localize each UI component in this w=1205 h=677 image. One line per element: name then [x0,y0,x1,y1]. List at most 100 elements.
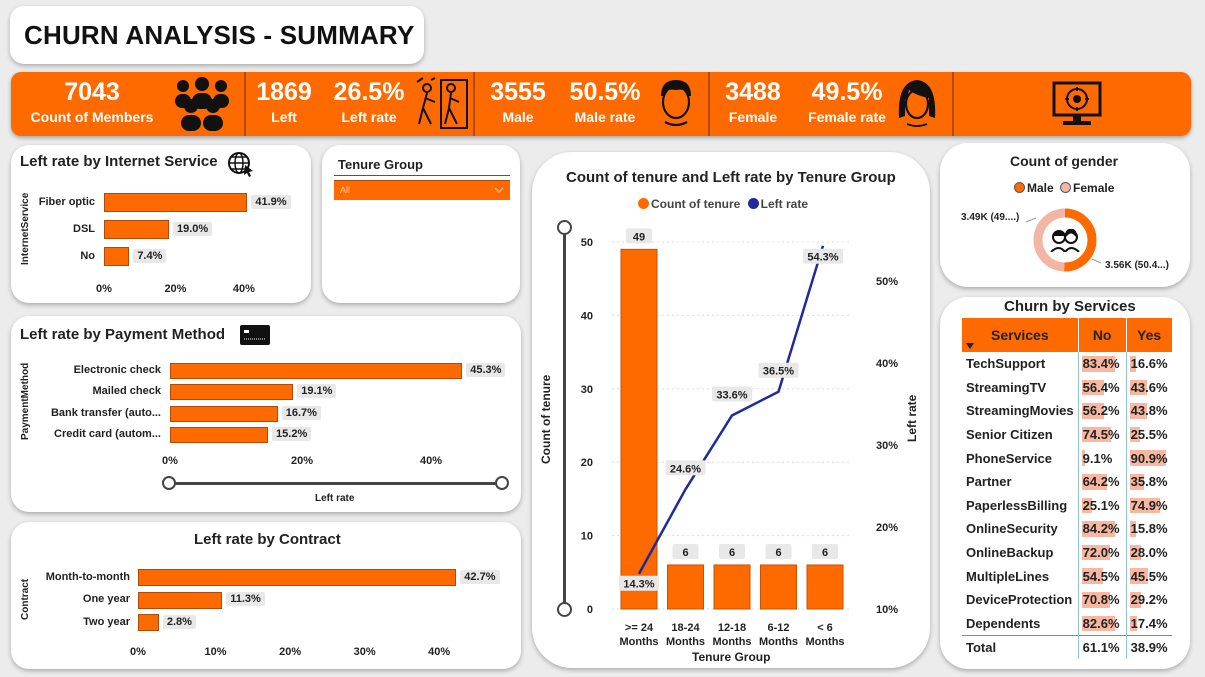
kpi-label: Female [728,109,778,125]
donut-slice-male [1064,208,1097,272]
page-title: CHURN ANALYSIS - SUMMARY [24,20,415,50]
bar [104,193,248,212]
x-tick-label: 20% [164,283,187,295]
bar-value-label: 41.9% [251,194,291,209]
pct-value: 38.9% [1130,639,1168,655]
x-axis-title: Tenure Group [692,650,771,664]
kpi-label: Count of Members [30,109,154,125]
bar-value-label: 45.3% [466,363,506,377]
female-avatar-icon [898,80,936,127]
y-tick-label: 30 [581,384,593,396]
monitor-brain-icon [1052,81,1102,125]
tenure-combo-card: Count of tenure and Left rate by Tenure … [532,152,930,668]
kpi-left-rate: 26.5% Left rate [329,76,409,126]
payment-method-card: Left rate by Payment Method PaymentMetho… [11,316,521,512]
line-label-bg [712,386,752,402]
kpi-value: 7043 [64,78,120,106]
kpi-left: 1869 Left [251,76,317,126]
bar-value-label: 6 [775,547,781,559]
kpi-label: Female rate [808,109,886,125]
bar-label-bg [812,543,838,559]
y-tick-label: 20 [581,457,593,469]
pct-databar [1081,497,1092,514]
table-row: TechSupport 83.4% 16.6% [962,352,1172,376]
no-pct-cell: 61.1% [1077,635,1127,659]
kpi-value: 1869 [256,78,312,106]
pct-value: 56.2% [1082,403,1120,419]
no-pct-cell: 64.2% [1077,469,1127,494]
slicer-underline [334,175,510,176]
column-header-label: Yes [1137,327,1162,343]
service-name-cell: DeviceProtection [966,592,1073,608]
pct-value: 70.8% [1082,592,1120,608]
pct-value: 54.5% [1082,568,1120,584]
y2-tick-label: 50% [876,276,898,288]
yes-pct-cell: 16.6% [1125,352,1172,376]
kpi-count-members: 7043 Count of Members [17,76,167,126]
kpi-divider [473,72,475,136]
kpi-divider [708,72,710,136]
pct-databar [1081,403,1105,419]
pct-databar [1081,379,1105,396]
chart-title: Left rate by Contract [194,531,341,548]
service-name-cell: OnlineSecurity [966,521,1058,537]
no-pct-cell: 82.6% [1077,611,1127,636]
vertical-range-slider-track[interactable] [563,228,566,610]
range-slider-handle-end[interactable] [495,476,509,490]
no-pct-cell: 56.4% [1077,375,1127,400]
donut-leader-line [1091,258,1102,264]
pct-value: 56.4% [1082,379,1120,395]
tenure-group-dropdown[interactable]: All [334,180,510,200]
kpi-label: Male [502,109,534,125]
pct-databar [1081,615,1115,631]
line-label-bg [803,248,843,264]
bar-category-label: Mailed check [92,385,161,398]
gender-legend: Male Female [1014,181,1114,195]
line-value-label: 36.5% [763,366,794,378]
y-tick-label: 50 [581,237,593,249]
pct-databar [1081,426,1112,443]
column-header-yes[interactable]: Yes [1125,318,1172,352]
no-pct-cell: 9.1% [1077,446,1127,470]
service-name-cell: Dependents [966,615,1041,631]
table-row: Dependents 82.6% 17.4% [962,611,1172,636]
y2-tick-label: 20% [876,522,898,534]
legend-item-count-of-tenure: Count of tenure [651,197,741,211]
bar [667,564,704,610]
yes-pct-cell: 45.5% [1125,564,1172,588]
pct-value: 43.8% [1130,403,1168,419]
pct-value: 25.1% [1082,497,1120,513]
x-tick-label: < 6 [817,622,833,634]
range-slider-handle-start[interactable] [162,476,176,490]
bar-value-label: 6 [729,547,735,559]
gender-donut [1025,208,1102,272]
no-pct-cell: 74.5% [1077,422,1127,447]
column-header-no[interactable]: No [1077,318,1127,352]
pct-value: 90.9% [1130,450,1168,466]
bar [170,384,294,401]
slicer-value: All [340,185,351,195]
column-header-services[interactable]: Services [962,318,1079,352]
line-value-label: 33.6% [716,389,747,401]
chart-title: Count of tenure and Left rate by Tenure … [566,169,896,186]
left-rate-line [637,245,825,575]
vertical-slider-handle-bottom[interactable] [557,602,572,617]
bar-category-label: No [80,249,95,262]
yes-pct-cell: 43.6% [1125,375,1172,400]
services-table: Services No Yes TechSupport 83.4% 16.6% Str… [962,318,1172,659]
table-row: OnlineBackup 72.0% 28.0% [962,540,1172,565]
bar [104,220,170,239]
legend-swatch-line [747,198,759,209]
x-tick-label: 0% [130,646,146,658]
vertical-slider-handle-top[interactable] [557,220,572,235]
kpi-bar: 7043 Count of Members 1869 Left 26.5% Le… [11,72,1191,136]
contract-card: Left rate by Contract Contract Month-to-… [11,522,521,669]
service-name-cell: MultipleLines [966,568,1050,584]
range-slider-track[interactable] [169,482,502,485]
people-leaving-icon [416,77,468,129]
pct-value: 45.5% [1130,568,1168,584]
group-icon [175,77,229,131]
pct-databar [1129,591,1142,608]
x-tick-label: 40% [428,646,451,658]
bar [138,591,223,609]
